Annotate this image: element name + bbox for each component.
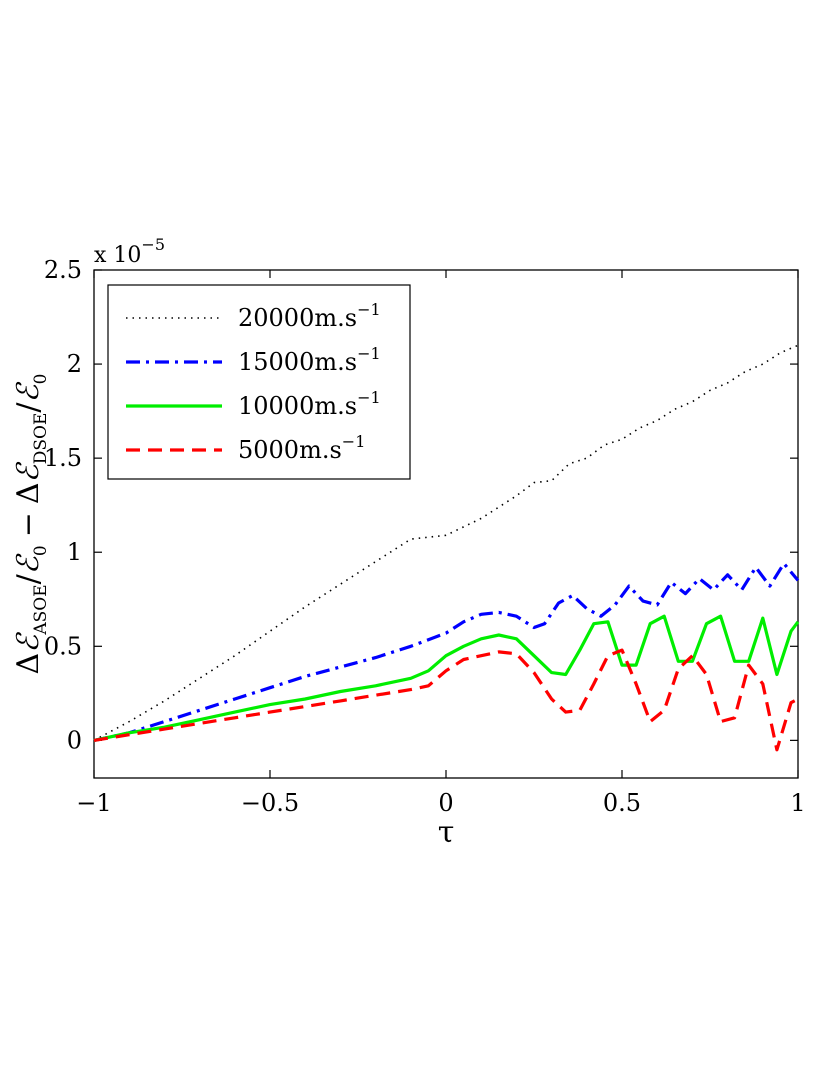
y-tick-label: 1 xyxy=(67,538,82,566)
x-tick-label: −1 xyxy=(76,789,111,817)
x-tick-labels: −1 −0.5 0 0.5 1 xyxy=(76,789,805,817)
axis-ticks xyxy=(93,269,799,778)
legend: 20000m.s−1 15000m.s−1 10000m.s−1 5000m.s−1 xyxy=(107,284,411,480)
y-tick-label: 1.5 xyxy=(44,444,82,472)
y-axis-title: ΔℰASOE/ℰ0−ΔℰDSOE/ℰ0 xyxy=(11,374,51,675)
legend-label-3: 5000m.s−1 xyxy=(238,432,365,464)
legend-box xyxy=(107,284,411,480)
x-tick-label: 1 xyxy=(790,789,805,817)
series-line-0 xyxy=(93,344,799,742)
x-axis-title: τ xyxy=(438,815,455,850)
legend-label-1: 15000m.s−1 xyxy=(238,344,381,376)
series-line-1 xyxy=(93,561,800,742)
x-tick-label: 0.5 xyxy=(603,789,641,817)
y-tick-label: 2.5 xyxy=(44,256,82,284)
exponent-base: x 10 xyxy=(94,243,141,268)
y-tick-label: 2 xyxy=(67,350,82,378)
exponent-power: −5 xyxy=(141,235,165,254)
series-line-2 xyxy=(93,614,800,742)
y-tick-labels: 0 0.5 1 1.5 2 2.5 xyxy=(44,256,82,754)
series-line-3 xyxy=(93,648,799,752)
y-axis-exponent: x 10−5 xyxy=(94,235,165,268)
legend-items: 20000m.s−1 15000m.s−1 10000m.s−1 5000m.s−1 xyxy=(126,300,381,464)
y-tick-label: 0 xyxy=(67,726,82,754)
x-tick-label: 0 xyxy=(438,789,453,817)
y-tick-label: 0.5 xyxy=(44,632,82,660)
series-lines xyxy=(93,344,800,752)
legend-label-2: 10000m.s−1 xyxy=(238,388,381,420)
x-tick-label: −0.5 xyxy=(241,789,299,817)
legend-label-0: 20000m.s−1 xyxy=(238,300,381,332)
